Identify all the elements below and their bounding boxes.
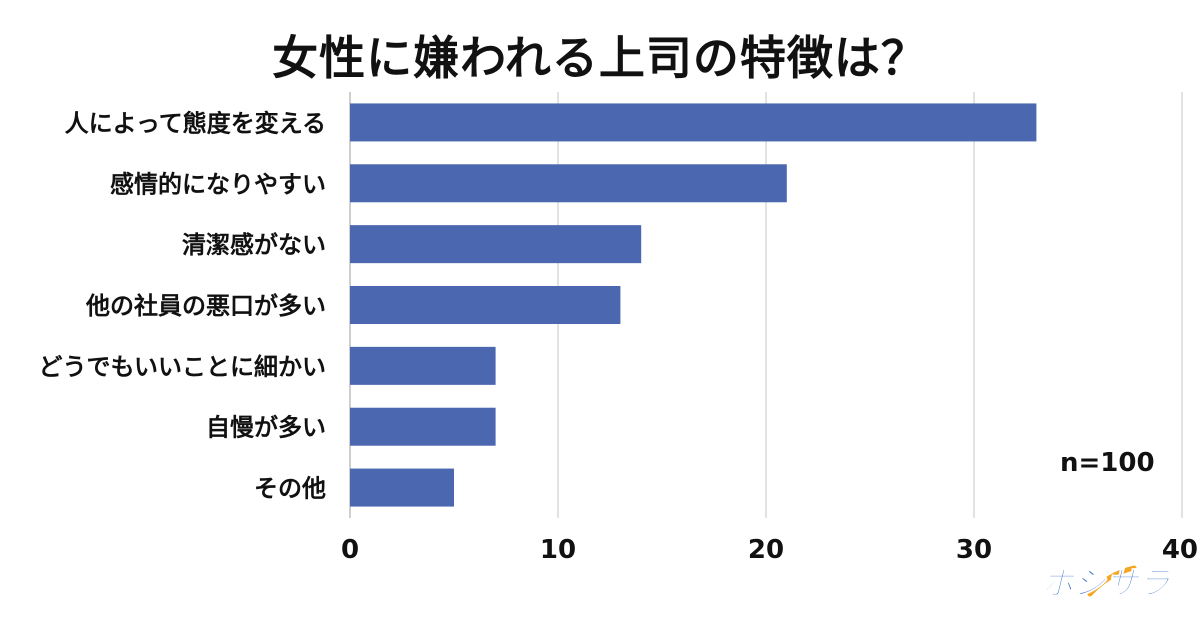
sample-size-annotation: n=100 <box>1060 448 1155 478</box>
bar <box>350 225 642 264</box>
bar <box>350 164 787 203</box>
category-label: どうでもいいことに細かい <box>38 353 326 381</box>
category-label: 清潔感がない <box>182 231 326 259</box>
bar <box>350 286 621 324</box>
x-tick-label: 40 <box>1162 535 1198 565</box>
logo-text: ポジサラ <box>1042 564 1171 602</box>
bars <box>350 103 1037 507</box>
category-label: 人によって態度を変える <box>65 109 326 137</box>
x-tick-label: 10 <box>540 535 576 565</box>
posisara-logo: ポジサラ <box>1042 564 1172 603</box>
logo-swoosh <box>1087 565 1137 597</box>
category-label: その他 <box>254 475 326 503</box>
x-tick-label: 30 <box>956 535 992 565</box>
bar <box>350 468 454 507</box>
bar <box>350 103 1037 142</box>
x-tick-labels: 0 10 20 30 40 <box>341 535 1198 565</box>
x-tick-label: 20 <box>748 535 784 565</box>
category-label: 自慢が多い <box>206 414 326 442</box>
category-label: 他の社員の悪口が多い <box>85 292 326 320</box>
bar <box>350 346 496 385</box>
chart-title: 女性に嫌われる上司の特徴は？ <box>272 31 928 85</box>
x-tick-label: 0 <box>341 535 359 565</box>
bar <box>350 407 496 446</box>
category-labels: 人によって態度を変える感情的になりやすい清潔感がない他の社員の悪口が多いどうでも… <box>38 109 326 502</box>
category-label: 感情的になりやすい <box>110 170 326 198</box>
